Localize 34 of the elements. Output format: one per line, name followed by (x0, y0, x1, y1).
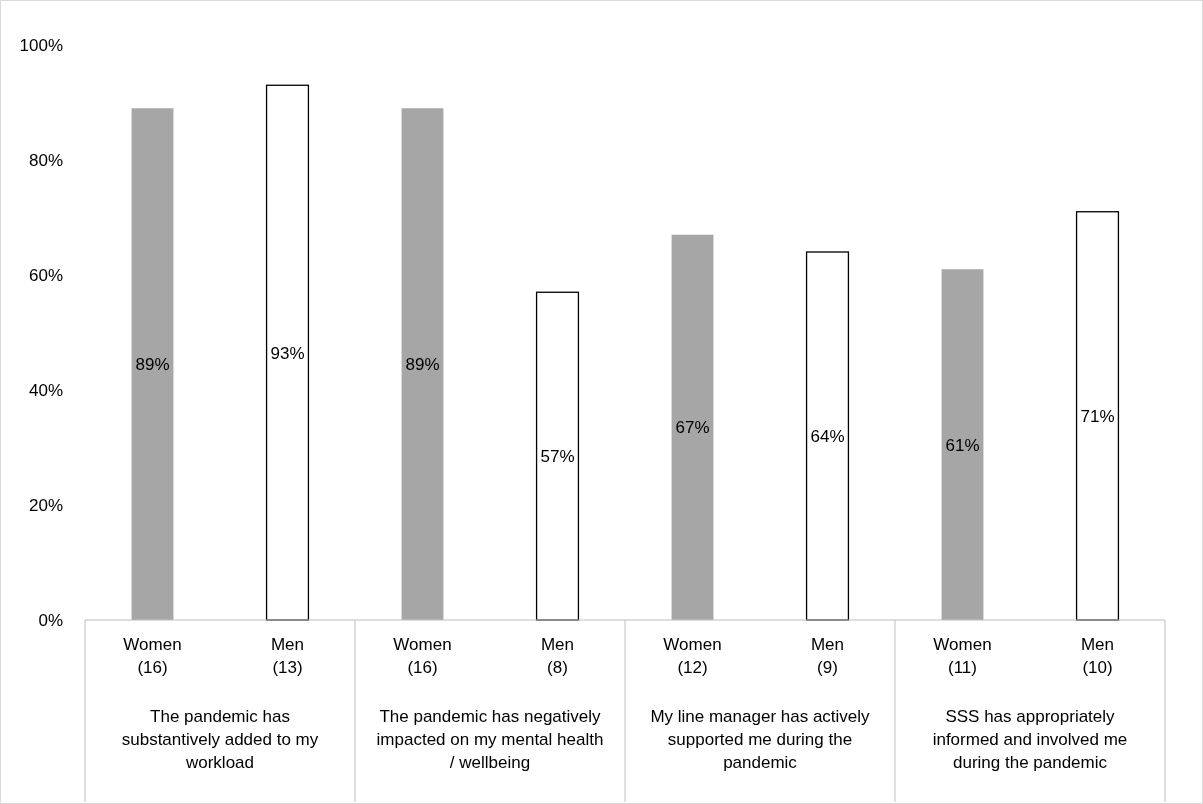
x-tick-label: Women (11) (933, 635, 992, 677)
data-label: 89% (135, 355, 170, 375)
data-label: 67% (675, 418, 710, 438)
data-label: 71% (1080, 406, 1115, 426)
x-tick-label: Men (8) (540, 635, 575, 677)
y-tick-label: 0% (38, 610, 63, 630)
bar (401, 108, 444, 620)
text: The pandemic has substantively added to my workload (121, 707, 319, 772)
data-label: 93% (270, 343, 305, 363)
data-label: 57% (540, 447, 575, 467)
x-tick-label: Women (12) (663, 635, 722, 677)
bar (131, 108, 174, 620)
x-tick-label: Women (16) (393, 635, 452, 677)
y-tick-label: 60% (28, 265, 63, 285)
y-tick-label: 40% (28, 380, 63, 400)
bar (265, 84, 310, 621)
bar (671, 234, 714, 620)
y-tick-label: 100% (19, 35, 63, 55)
x-tick-label: Men (9) (810, 635, 845, 677)
bar (535, 291, 580, 621)
x-tick-label: Women (16) (123, 635, 182, 677)
text: My line manager has actively supported me during the pandemic (650, 707, 871, 772)
x-tick-label: Men (10) (1080, 635, 1115, 677)
text: SSS has appropriately informed and involved me during the pandemic (932, 707, 1128, 772)
bar (805, 251, 850, 621)
bar (941, 269, 984, 620)
data-label: 64% (810, 426, 845, 446)
x-tick-label: Men (13) (270, 635, 305, 677)
y-tick-label: 20% (28, 495, 63, 515)
data-label: 89% (405, 355, 440, 375)
text: The pandemic has negatively impacted on my mental health / wellbeing (376, 707, 604, 772)
bar (1075, 211, 1120, 621)
y-tick-label: 80% (28, 150, 63, 170)
data-label: 61% (945, 435, 980, 455)
